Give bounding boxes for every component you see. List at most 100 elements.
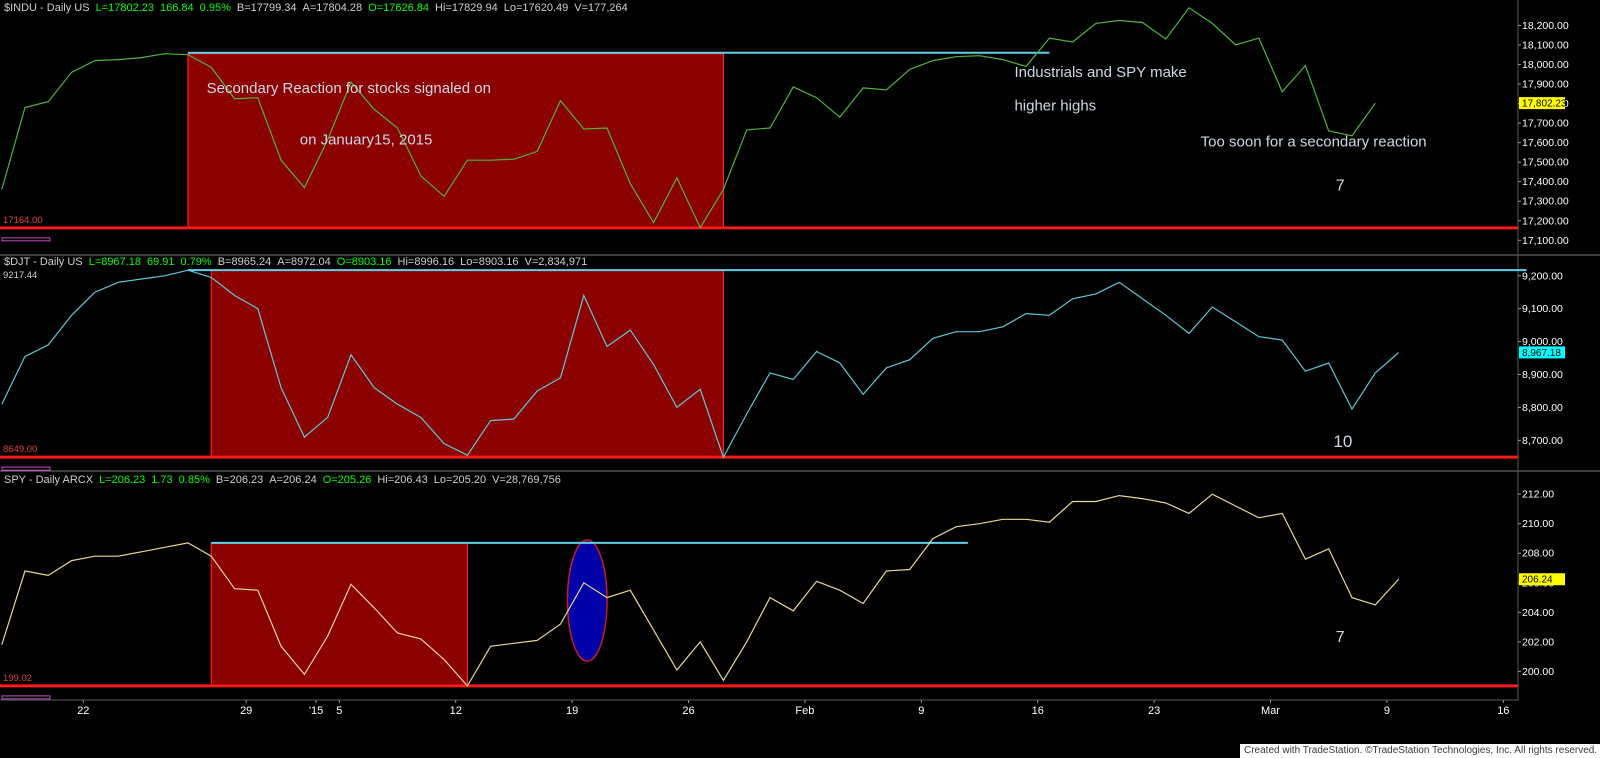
header-field: O=17626.84	[368, 2, 430, 14]
header-field: L=17802.23	[95, 2, 154, 14]
indicator-marker	[1, 466, 51, 471]
date-label: 5	[336, 705, 342, 717]
header-field: L=206.23	[99, 474, 146, 486]
last-value-box	[1519, 97, 1565, 110]
annotation: 7	[1336, 178, 1345, 195]
annotation: Industrials and SPY make	[1014, 64, 1186, 81]
header-field: Lo=205.20	[433, 474, 487, 486]
header-field: B=206.23	[215, 474, 264, 486]
date-label: 9	[918, 705, 924, 717]
support-label: 8649.00	[3, 444, 37, 455]
reaction-box	[210, 542, 468, 687]
header-field: A=8972.04	[277, 256, 331, 268]
header-field: V=28,769,756	[492, 474, 561, 486]
support-label: 17164.00	[3, 215, 43, 226]
tick-label: 8,800.00	[1522, 402, 1563, 414]
tick-label: 17,400.00	[1522, 176, 1569, 188]
header-field: A=206.24	[269, 474, 317, 486]
header-field: A=17804.28	[302, 2, 363, 14]
header-field: 166.84	[160, 2, 194, 14]
tick-label: 17,500.00	[1522, 157, 1569, 169]
djt-panel: 8649.00 9217.44 8,700.00 8,800.00 8,900.00 9,…	[0, 269, 1565, 471]
tick-label: 17,700.00	[1522, 118, 1569, 130]
annotation: higher highs	[1014, 97, 1096, 114]
header-field: O=205.26	[322, 474, 372, 486]
djt-header: $DJT - Daily US L=8967.18 69.91 0.79% B=8965…	[4, 256, 593, 268]
header-field: $INDU - Daily US	[4, 2, 90, 14]
tick-label: 208.00	[1522, 548, 1554, 560]
last-value-label: 17,802.23	[1522, 99, 1567, 110]
tick-label: 17,900.00	[1522, 79, 1569, 91]
tick-label: 212.00	[1522, 489, 1554, 501]
header-field: Lo=17620.49	[503, 2, 569, 14]
support-label: 199.02	[3, 673, 32, 684]
tick-label: 17,100.00	[1522, 235, 1569, 247]
date-label: 19	[566, 705, 578, 717]
header-field: $DJT - Daily US	[4, 256, 83, 268]
annotation: 7	[1336, 629, 1345, 646]
date-label: 26	[682, 705, 694, 717]
header-field: B=17799.34	[236, 2, 297, 14]
tick-label: 18,100.00	[1522, 39, 1569, 51]
tick-label: 9,100.00	[1522, 303, 1563, 315]
header-field: Lo=8903.16	[460, 256, 519, 268]
tick-label: 210.00	[1522, 518, 1554, 530]
header-field: Hi=17829.94	[435, 2, 498, 14]
last-value-label: 8,967.18	[1522, 348, 1561, 359]
indicator-marker	[1, 695, 51, 700]
header-field: L=8967.18	[88, 256, 141, 268]
date-label: 16	[1497, 705, 1509, 717]
highlight-ellipse	[566, 539, 608, 662]
date-label: Mar	[1261, 705, 1280, 717]
reaction-box	[210, 269, 725, 458]
header-field: 1.73	[151, 474, 173, 486]
date-label: 22	[77, 705, 89, 717]
last-value-box	[1519, 346, 1565, 359]
tick-label: 204.00	[1522, 607, 1554, 619]
date-label: 9	[1384, 705, 1390, 717]
tick-label: 202.00	[1522, 636, 1554, 648]
date-label: Feb	[795, 705, 814, 717]
date-label: 16	[1032, 705, 1044, 717]
annotation: Too soon for a secondary reaction	[1201, 134, 1427, 151]
annotation: Secondary Reaction for stocks signaled o…	[207, 80, 491, 97]
annotation: on January15, 2015	[300, 132, 433, 149]
header-field: B=8965.24	[217, 256, 272, 268]
tick-label: 9,000.00	[1522, 336, 1563, 348]
tick-label: 200.00	[1522, 666, 1554, 678]
indu-price-line	[1, 6, 1376, 229]
tick-label: 8,900.00	[1522, 369, 1563, 381]
tick-label: 18,200.00	[1522, 20, 1569, 32]
header-field: O=8903.16	[336, 256, 392, 268]
header-field: 0.85%	[178, 474, 210, 486]
tick-label: 8,700.00	[1522, 435, 1563, 447]
header-field: 0.95%	[199, 2, 231, 14]
spy-panel: 199.02200.00202.00204.00206.00208.00210.…	[0, 489, 1565, 700]
date-label: 23	[1148, 705, 1160, 717]
indu-panel: 17164.00 17,100.00 17,200.00 17,300.00 17,40…	[0, 6, 1569, 247]
date-label: 29	[240, 705, 252, 717]
header-field: V=177,264	[574, 2, 628, 14]
header-field: 0.79%	[180, 256, 212, 268]
tick-label: 17,300.00	[1522, 196, 1569, 208]
tick-label: 17,200.00	[1522, 215, 1569, 227]
indicator-marker	[1, 237, 51, 242]
tick-label: 17,600.00	[1522, 137, 1569, 149]
djt-price-line	[1, 269, 1399, 459]
spy-header: SPY - Daily ARCX L=206.23 1.73 0.85% B=206.2…	[4, 474, 567, 486]
footer-credit: Created with TradeStation. ©TradeStation…	[1240, 744, 1600, 758]
tick-label: 9,200.00	[1522, 270, 1563, 282]
date-label: 12	[450, 705, 462, 717]
header-field: SPY - Daily ARCX	[4, 474, 94, 486]
header-field: Hi=8996.16	[397, 256, 455, 268]
tick-label: 18,000.00	[1522, 59, 1569, 71]
date-label: '15	[309, 705, 323, 717]
header-field: V=2,834,971	[524, 256, 588, 268]
header-field: Hi=206.43	[377, 474, 428, 486]
annotation: 10	[1333, 432, 1352, 451]
top-value-label: 9217.44	[3, 270, 37, 281]
spy-price-line	[1, 493, 1400, 687]
indu-header: $INDU - Daily US L=17802.23 166.84 0.95% B=1…	[4, 2, 634, 14]
